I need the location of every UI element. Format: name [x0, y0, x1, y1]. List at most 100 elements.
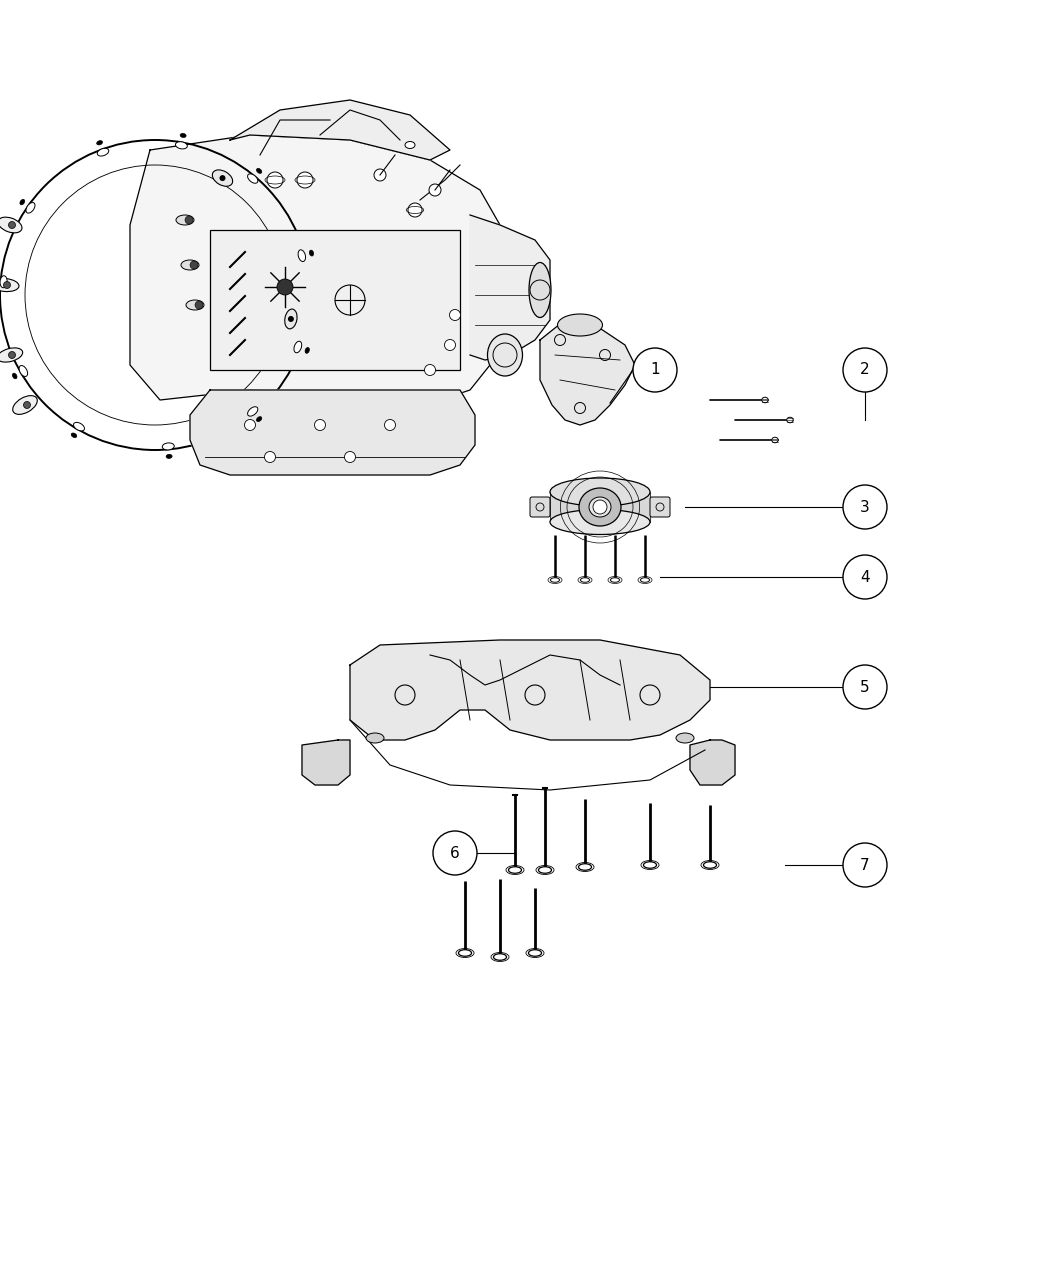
Circle shape [245, 419, 255, 431]
Ellipse shape [581, 578, 589, 583]
Ellipse shape [508, 867, 522, 873]
Circle shape [288, 316, 294, 323]
Ellipse shape [528, 950, 542, 956]
Circle shape [843, 555, 887, 599]
Ellipse shape [166, 454, 172, 459]
Polygon shape [690, 740, 735, 785]
Ellipse shape [181, 260, 200, 270]
Ellipse shape [256, 168, 261, 173]
Polygon shape [470, 215, 550, 360]
Ellipse shape [459, 950, 471, 956]
Circle shape [195, 301, 203, 309]
Ellipse shape [26, 203, 35, 213]
Ellipse shape [0, 217, 22, 233]
Circle shape [3, 282, 10, 288]
Ellipse shape [175, 142, 187, 149]
Circle shape [408, 203, 422, 217]
Ellipse shape [176, 215, 194, 224]
Ellipse shape [772, 437, 778, 442]
Ellipse shape [704, 862, 716, 868]
Circle shape [633, 348, 677, 391]
Circle shape [444, 339, 456, 351]
Ellipse shape [20, 199, 24, 205]
Circle shape [843, 484, 887, 529]
Polygon shape [350, 640, 710, 739]
Text: 6: 6 [450, 845, 460, 861]
Circle shape [433, 831, 477, 875]
Ellipse shape [640, 578, 650, 583]
Ellipse shape [13, 395, 38, 414]
Ellipse shape [558, 314, 603, 337]
Text: 7: 7 [860, 858, 869, 872]
Ellipse shape [0, 275, 7, 288]
Ellipse shape [310, 250, 314, 256]
Text: 2: 2 [860, 362, 869, 377]
Ellipse shape [294, 342, 301, 353]
Circle shape [23, 402, 30, 408]
Polygon shape [210, 230, 460, 370]
Ellipse shape [98, 148, 109, 156]
Text: 1: 1 [650, 362, 659, 377]
Ellipse shape [676, 733, 694, 743]
Ellipse shape [487, 334, 523, 376]
Circle shape [449, 310, 461, 320]
Circle shape [267, 172, 284, 187]
FancyBboxPatch shape [650, 497, 670, 516]
Ellipse shape [186, 300, 204, 310]
Ellipse shape [298, 250, 306, 261]
Circle shape [219, 175, 226, 181]
Circle shape [374, 170, 386, 181]
Ellipse shape [366, 733, 384, 743]
Polygon shape [190, 390, 475, 476]
Ellipse shape [248, 407, 258, 416]
Circle shape [190, 261, 198, 269]
Ellipse shape [550, 578, 560, 583]
Ellipse shape [610, 578, 620, 583]
Circle shape [8, 222, 16, 228]
Ellipse shape [539, 867, 551, 873]
Circle shape [429, 184, 441, 196]
Polygon shape [230, 99, 450, 159]
Polygon shape [302, 740, 350, 785]
Circle shape [297, 172, 313, 187]
FancyBboxPatch shape [530, 497, 550, 516]
Circle shape [843, 843, 887, 887]
Polygon shape [130, 135, 500, 400]
Circle shape [593, 500, 607, 514]
Ellipse shape [405, 142, 415, 148]
Ellipse shape [181, 134, 186, 138]
Ellipse shape [256, 417, 261, 422]
Ellipse shape [212, 170, 233, 186]
Circle shape [344, 451, 356, 463]
Ellipse shape [589, 497, 611, 516]
Ellipse shape [550, 478, 650, 506]
Ellipse shape [71, 434, 77, 437]
Ellipse shape [494, 954, 506, 960]
Polygon shape [540, 320, 635, 425]
Circle shape [277, 279, 293, 295]
Circle shape [8, 352, 16, 358]
Ellipse shape [306, 348, 310, 353]
Ellipse shape [163, 442, 174, 450]
Ellipse shape [550, 510, 650, 534]
Ellipse shape [13, 374, 17, 379]
Ellipse shape [97, 140, 103, 145]
Ellipse shape [248, 173, 258, 184]
Ellipse shape [644, 862, 656, 868]
Text: 5: 5 [860, 680, 869, 695]
Circle shape [843, 348, 887, 391]
Circle shape [843, 666, 887, 709]
Circle shape [265, 451, 275, 463]
Text: 4: 4 [860, 570, 869, 584]
Circle shape [424, 365, 436, 376]
Ellipse shape [579, 488, 621, 527]
Circle shape [384, 419, 396, 431]
Circle shape [315, 419, 326, 431]
Ellipse shape [0, 348, 23, 362]
Ellipse shape [74, 422, 84, 431]
Ellipse shape [761, 398, 769, 403]
Ellipse shape [786, 417, 793, 423]
Ellipse shape [285, 309, 297, 329]
Polygon shape [550, 492, 650, 521]
Text: 3: 3 [860, 500, 869, 515]
